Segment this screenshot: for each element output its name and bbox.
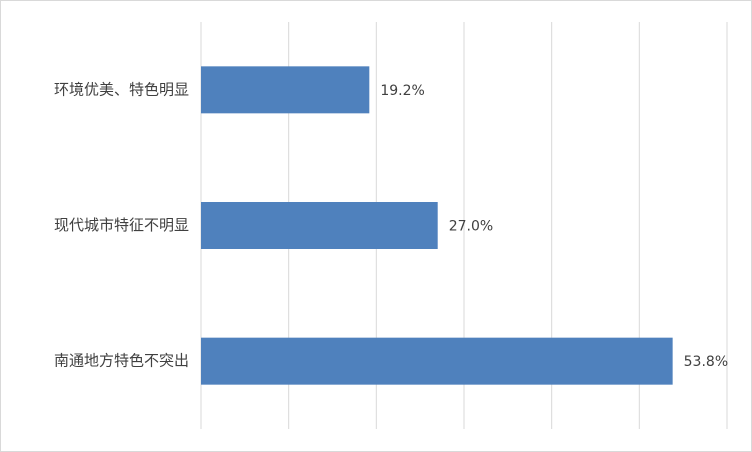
bar xyxy=(201,337,673,385)
data-label: 19.2% xyxy=(380,83,424,99)
y-tick-label: 现代城市特征不明显 xyxy=(54,216,189,234)
data-label: 53.8% xyxy=(684,354,728,370)
y-tick-label: 南通地方特色不突出 xyxy=(54,352,189,370)
bar xyxy=(201,66,370,114)
bar xyxy=(201,202,438,249)
data-label: 27.0% xyxy=(449,219,493,235)
y-tick-label: 环境优美、特色明显 xyxy=(54,80,189,98)
